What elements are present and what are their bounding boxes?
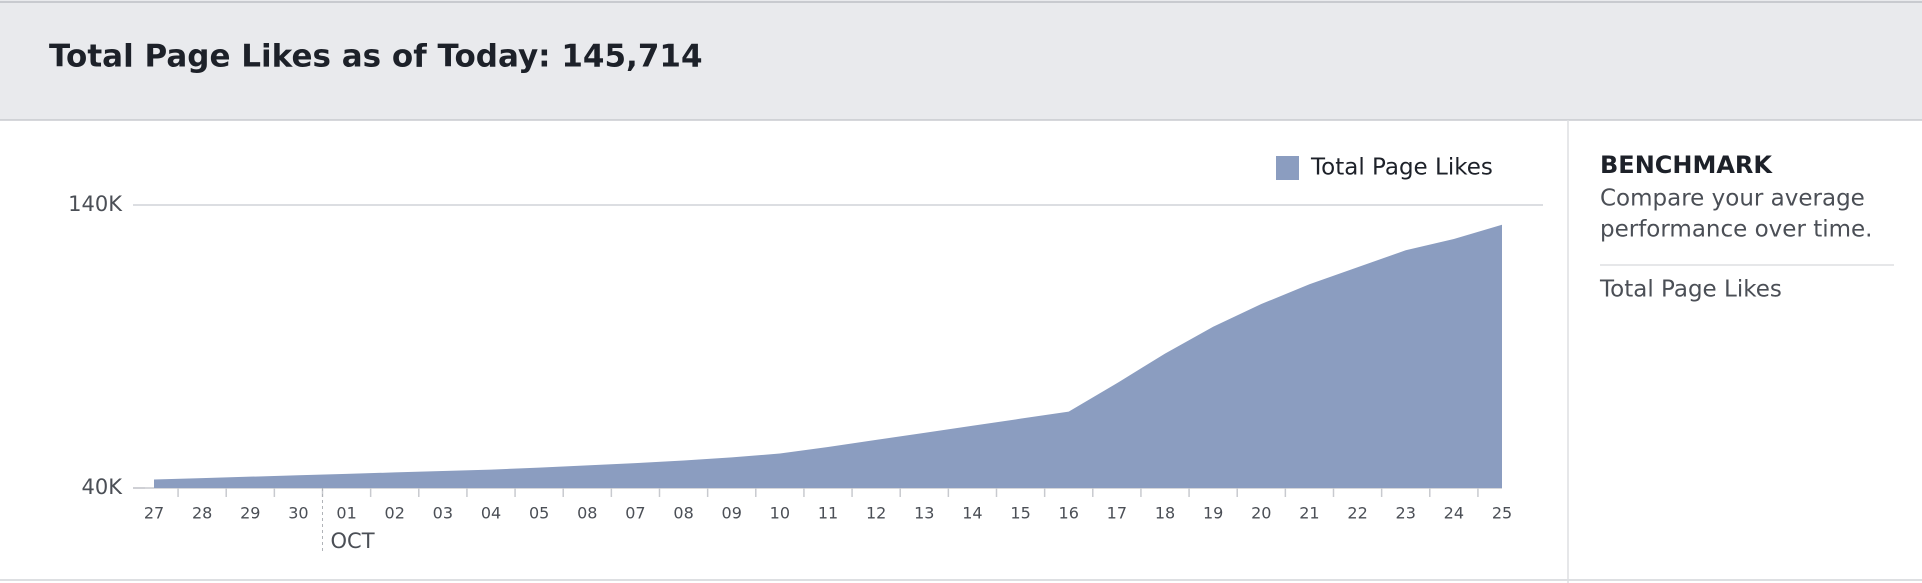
x-tick-label: 03 [433,504,453,523]
legend-swatch [1276,156,1299,180]
x-tick-label: 13 [914,504,934,523]
y-tick-label: 140K [68,192,123,216]
x-tick-label: 18 [1155,504,1175,523]
x-tick-label: 05 [529,504,549,523]
x-tick-label: 01 [336,504,356,523]
legend-label: Total Page Likes [1310,155,1493,181]
x-tick-label: 07 [625,504,645,523]
x-tick-label: 16 [1059,504,1079,523]
sidebar-heading: BENCHMARK [1600,151,1773,179]
sidebar-description: performance over time. [1600,217,1873,243]
x-tick-label: 17 [1107,504,1127,523]
x-tick-label: 25 [1492,504,1512,523]
sidebar-item[interactable]: Total Page Likes [1599,277,1782,303]
x-tick-label: 02 [385,504,405,523]
x-tick-label: 24 [1444,504,1464,523]
month-label: OCT [331,529,375,553]
x-tick-label: 14 [962,504,982,523]
x-tick-label: 29 [240,504,260,523]
y-tick-label: 40K [82,475,124,499]
x-tick-label: 10 [770,504,790,523]
x-tick-label: 12 [866,504,886,523]
x-tick-label: 22 [1347,504,1367,523]
x-tick-label: 30 [288,504,308,523]
x-tick-label: 28 [192,504,212,523]
x-tick-label: 08 [577,504,597,523]
x-tick-label: 04 [481,504,501,523]
x-tick-label: 09 [722,504,742,523]
chart: 40K 140K 27 28 29 30 01 02 03 04 05 08 07 08 09 10 11 12 1… [68,155,1543,553]
header-band [0,0,1922,120]
x-tick-label: 21 [1299,504,1319,523]
x-tick-label: 15 [1010,504,1030,523]
x-tick-label: 19 [1203,504,1223,523]
x-tick-label: 08 [673,504,693,523]
area [154,224,1502,488]
page-title: Total Page Likes as of Today: 145,714 [49,39,703,75]
sidebar-description: Compare your average [1600,186,1865,212]
x-tick-label: 27 [144,504,164,523]
x-tick-label: 11 [818,504,838,523]
x-tick-label: 20 [1251,504,1271,523]
x-tick-label: 23 [1396,504,1416,523]
